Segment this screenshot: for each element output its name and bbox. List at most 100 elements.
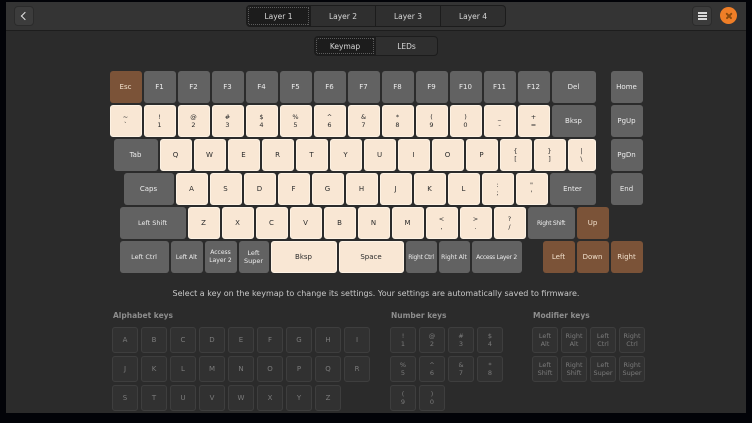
key-left-ctrl[interactable]: Left Ctrl bbox=[119, 241, 169, 273]
key-f[interactable]: F bbox=[277, 173, 310, 205]
key-right[interactable]: Right bbox=[610, 241, 643, 273]
key-caps[interactable]: Caps bbox=[123, 173, 174, 205]
key-left-shift[interactable]: Left Shift bbox=[119, 207, 186, 239]
key-down[interactable]: Down bbox=[576, 241, 609, 273]
key-4[interactable]: $4 bbox=[245, 105, 278, 137]
key-f9[interactable]: F9 bbox=[415, 71, 448, 103]
picker-key-right-shift[interactable]: Right Shift bbox=[561, 356, 587, 382]
picker-key-6[interactable]: ^ 6 bbox=[419, 356, 445, 382]
picker-key-u[interactable]: U bbox=[170, 385, 196, 411]
key-v[interactable]: V bbox=[289, 207, 322, 239]
picker-key-right-ctrl[interactable]: Right Ctrl bbox=[619, 327, 645, 353]
picker-key-left-alt[interactable]: Left Alt bbox=[532, 327, 558, 353]
key-f12[interactable]: F12 bbox=[517, 71, 550, 103]
key-f2[interactable]: F2 bbox=[177, 71, 210, 103]
key-u[interactable]: U bbox=[363, 139, 396, 171]
key-plus[interactable]: + = bbox=[517, 105, 550, 137]
picker-key-3[interactable]: #3 bbox=[448, 327, 474, 353]
picker-key-t[interactable]: T bbox=[141, 385, 167, 411]
key-left[interactable]: Left Super bbox=[238, 241, 269, 273]
key-greater[interactable]: >. bbox=[459, 207, 492, 239]
key-f8[interactable]: F8 bbox=[381, 71, 414, 103]
key-pgdn[interactable]: PgDn bbox=[610, 139, 643, 171]
picker-key-1[interactable]: ! 1 bbox=[390, 327, 416, 353]
picker-key-5[interactable]: % 5 bbox=[390, 356, 416, 382]
picker-key-i[interactable]: I bbox=[344, 327, 370, 353]
picker-key-8[interactable]: * 8 bbox=[477, 356, 503, 382]
key-right-shift[interactable]: Right Shift bbox=[527, 207, 575, 239]
key-bksp[interactable]: Bksp bbox=[551, 105, 596, 137]
key-i[interactable]: I bbox=[397, 139, 430, 171]
key-pipe[interactable]: | \ bbox=[567, 139, 596, 171]
key-del[interactable]: Del bbox=[551, 71, 596, 103]
picker-key-s[interactable]: S bbox=[112, 385, 138, 411]
key-f1[interactable]: F1 bbox=[143, 71, 176, 103]
key-n[interactable]: N bbox=[357, 207, 390, 239]
picker-key-m[interactable]: M bbox=[199, 356, 225, 382]
key-end[interactable]: End bbox=[610, 173, 643, 205]
key-1[interactable]: ! 1 bbox=[143, 105, 176, 137]
picker-key-right-super[interactable]: Right Super bbox=[619, 356, 645, 382]
key-left[interactable]: Left bbox=[542, 241, 575, 273]
key-underscore[interactable]: _ - bbox=[483, 105, 516, 137]
key-bksp[interactable]: Bksp bbox=[270, 241, 337, 273]
picker-key-0[interactable]: ) 0 bbox=[419, 385, 445, 411]
key-k[interactable]: K bbox=[413, 173, 446, 205]
menu-button[interactable] bbox=[692, 6, 712, 26]
picker-key-g[interactable]: G bbox=[286, 327, 312, 353]
back-button[interactable] bbox=[14, 6, 34, 26]
key-esc[interactable]: Esc bbox=[109, 71, 142, 103]
key-z[interactable]: Z bbox=[187, 207, 220, 239]
key-p[interactable]: P bbox=[465, 139, 498, 171]
picker-key-j[interactable]: J bbox=[112, 356, 138, 382]
key-f11[interactable]: F11 bbox=[483, 71, 516, 103]
picker-key-left-super[interactable]: Left Super bbox=[590, 356, 616, 382]
key-9[interactable]: (9 bbox=[415, 105, 448, 137]
key-brace-left[interactable]: {[ bbox=[499, 139, 532, 171]
picker-key-b[interactable]: B bbox=[141, 327, 167, 353]
picker-key-d[interactable]: D bbox=[199, 327, 225, 353]
key-y[interactable]: Y bbox=[329, 139, 362, 171]
picker-key-9[interactable]: (9 bbox=[390, 385, 416, 411]
picker-key-left-shift[interactable]: Left Shift bbox=[532, 356, 558, 382]
key-access-layer-2[interactable]: Access Layer 2 bbox=[471, 241, 522, 273]
tab-layer-2[interactable]: Layer 2 bbox=[311, 5, 376, 27]
key-colon[interactable]: :; bbox=[481, 173, 514, 205]
key-8[interactable]: * 8 bbox=[381, 105, 414, 137]
key-6[interactable]: ^ 6 bbox=[313, 105, 346, 137]
key-x[interactable]: X bbox=[221, 207, 254, 239]
close-button[interactable] bbox=[720, 7, 737, 24]
key-m[interactable]: M bbox=[391, 207, 424, 239]
picker-key-n[interactable]: N bbox=[228, 356, 254, 382]
key-l[interactable]: L bbox=[447, 173, 480, 205]
key-0[interactable]: ) 0 bbox=[449, 105, 482, 137]
key-home[interactable]: Home bbox=[610, 71, 643, 103]
key-brace-right[interactable]: }] bbox=[533, 139, 566, 171]
key-2[interactable]: @2 bbox=[177, 105, 210, 137]
key-j[interactable]: J bbox=[379, 173, 412, 205]
picker-key-v[interactable]: V bbox=[199, 385, 225, 411]
picker-key-z[interactable]: Z bbox=[315, 385, 341, 411]
key-q[interactable]: Q bbox=[159, 139, 192, 171]
key-tab[interactable]: Tab bbox=[113, 139, 158, 171]
key-f3[interactable]: F3 bbox=[211, 71, 244, 103]
key-w[interactable]: W bbox=[193, 139, 226, 171]
picker-key-q[interactable]: Q bbox=[315, 356, 341, 382]
picker-key-p[interactable]: P bbox=[286, 356, 312, 382]
key-quote-double[interactable]: " ' bbox=[515, 173, 548, 205]
key-f4[interactable]: F4 bbox=[245, 71, 278, 103]
key-t[interactable]: T bbox=[295, 139, 328, 171]
key-right-alt[interactable]: Right Alt bbox=[438, 241, 470, 273]
key-tilde[interactable]: ~ ` bbox=[109, 105, 142, 137]
picker-key-2[interactable]: @2 bbox=[419, 327, 445, 353]
key-space[interactable]: Space bbox=[338, 241, 404, 273]
key-less[interactable]: <, bbox=[425, 207, 458, 239]
picker-key-o[interactable]: O bbox=[257, 356, 283, 382]
key-left-alt[interactable]: Left Alt bbox=[170, 241, 203, 273]
picker-key-w[interactable]: W bbox=[228, 385, 254, 411]
key-r[interactable]: R bbox=[261, 139, 294, 171]
key-c[interactable]: C bbox=[255, 207, 288, 239]
key-d[interactable]: D bbox=[243, 173, 276, 205]
picker-key-k[interactable]: K bbox=[141, 356, 167, 382]
key-enter[interactable]: Enter bbox=[549, 173, 596, 205]
